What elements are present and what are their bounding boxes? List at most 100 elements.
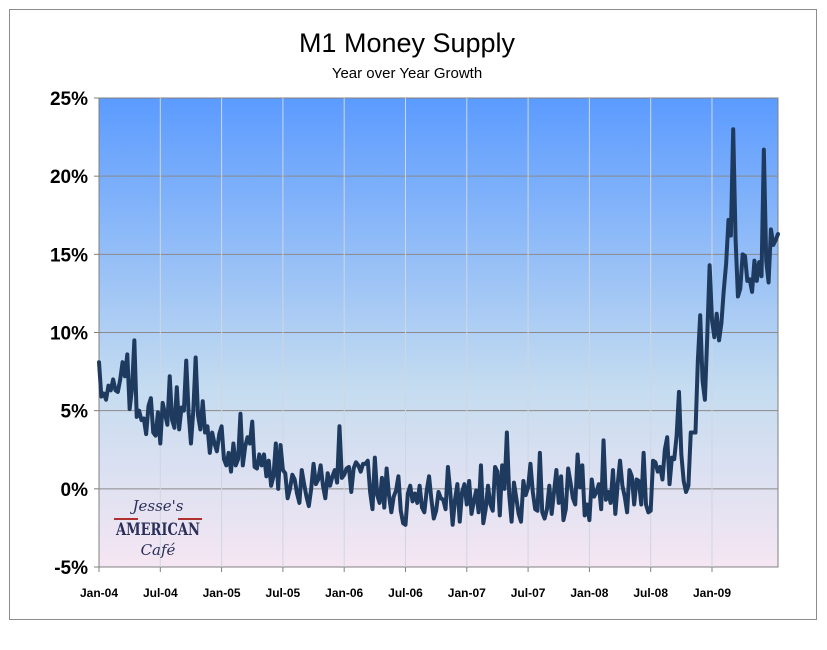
data-point	[581, 464, 583, 466]
data-point	[169, 375, 171, 377]
data-point	[303, 483, 305, 485]
data-point	[543, 517, 546, 520]
data-point	[322, 485, 324, 487]
y-tick-label: 20%	[50, 167, 88, 188]
data-point	[216, 450, 218, 452]
data-point	[327, 472, 329, 474]
data-point	[584, 514, 586, 517]
data-point	[624, 496, 626, 498]
data-point	[673, 458, 675, 460]
data-point	[258, 453, 260, 456]
data-point	[494, 466, 496, 468]
data-point	[633, 503, 635, 506]
data-point	[725, 263, 727, 265]
data-point	[180, 406, 183, 409]
data-point	[654, 461, 657, 463]
data-point	[678, 391, 680, 393]
data-point	[301, 469, 303, 471]
x-tick-label: Jan-06	[325, 586, 363, 600]
data-point	[598, 483, 600, 485]
data-point	[112, 378, 114, 380]
x-axis-ticks: Jan-04 Jul-04 Jan-05 Jul-05 Jan-06 Jul-06 Jan-…	[80, 567, 731, 600]
data-point	[444, 508, 447, 510]
data-point	[235, 464, 237, 466]
data-point	[256, 467, 258, 470]
data-point	[473, 500, 475, 502]
data-point	[145, 433, 147, 435]
data-point	[668, 483, 671, 485]
data-point	[254, 466, 256, 468]
data-point	[579, 486, 581, 488]
data-point	[98, 361, 100, 363]
data-point	[131, 388, 133, 390]
data-point	[452, 524, 454, 526]
data-point	[263, 453, 265, 456]
data-point	[268, 460, 270, 462]
data-point	[157, 411, 159, 413]
data-point	[588, 519, 590, 521]
data-point	[558, 502, 560, 504]
data-point	[574, 503, 576, 506]
data-point	[204, 431, 206, 434]
data-point	[223, 458, 225, 460]
data-point	[369, 491, 371, 493]
data-point	[312, 463, 315, 465]
data-point	[378, 502, 381, 504]
data-point	[742, 253, 744, 255]
data-point	[501, 464, 503, 466]
data-point	[287, 497, 289, 499]
data-point	[341, 477, 343, 479]
data-point	[482, 522, 484, 524]
data-point	[209, 452, 211, 454]
x-tick-label: Jan-07	[448, 586, 486, 600]
data-point	[433, 517, 435, 520]
data-point	[251, 421, 253, 423]
data-point	[694, 431, 697, 434]
data-point	[480, 464, 482, 466]
data-point	[310, 488, 312, 490]
data-point	[289, 488, 291, 490]
data-point	[225, 464, 227, 466]
data-point	[393, 496, 395, 498]
data-point	[211, 431, 213, 434]
data-point	[751, 291, 753, 293]
data-point	[643, 452, 645, 454]
data-point	[440, 497, 442, 499]
data-point	[701, 380, 704, 382]
data-point	[103, 392, 105, 395]
data-point	[532, 491, 534, 493]
chart-title: M1 Money Supply	[299, 28, 516, 58]
data-point	[753, 259, 756, 262]
data-point	[635, 478, 638, 481]
watermark-line2: AMERICAN	[115, 520, 200, 540]
data-point	[397, 475, 400, 477]
data-point	[390, 511, 392, 513]
data-point	[650, 510, 652, 512]
data-point	[553, 491, 555, 493]
data-point	[371, 508, 374, 510]
data-point	[114, 389, 117, 391]
horizontal-gridlines	[99, 175, 778, 490]
x-tick-label: Jan-05	[203, 586, 241, 600]
data-point	[477, 511, 480, 513]
data-point	[683, 480, 685, 482]
data-point	[534, 508, 536, 510]
x-tick-label: Jan-04	[80, 586, 118, 600]
data-point	[416, 502, 418, 504]
data-point	[305, 496, 308, 498]
watermark-line1: Jesse's	[130, 497, 184, 515]
data-point	[612, 469, 614, 471]
data-point	[199, 428, 201, 431]
data-point	[190, 442, 192, 445]
data-point	[105, 399, 107, 401]
data-point	[381, 477, 383, 479]
data-point	[246, 436, 249, 438]
data-point	[364, 463, 367, 465]
data-point	[423, 511, 425, 513]
data-point	[466, 503, 468, 506]
data-point	[697, 360, 699, 362]
data-point	[692, 431, 694, 434]
data-point	[640, 503, 642, 506]
data-point	[331, 475, 334, 477]
data-point	[298, 502, 300, 504]
